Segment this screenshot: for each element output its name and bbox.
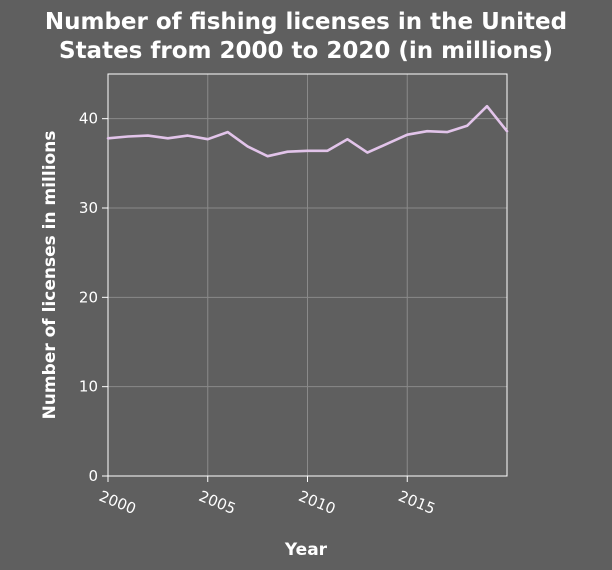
data-point bbox=[205, 136, 211, 142]
data-point bbox=[325, 148, 331, 154]
chart-title: Number of fishing licenses in the United… bbox=[45, 9, 567, 64]
data-point bbox=[344, 136, 350, 142]
data-point bbox=[464, 123, 470, 129]
data-point bbox=[384, 141, 390, 147]
data-point bbox=[245, 143, 251, 149]
y-tick-label: 40 bbox=[79, 110, 98, 128]
data-point bbox=[265, 153, 271, 159]
data-point bbox=[145, 133, 151, 139]
data-point bbox=[225, 129, 231, 135]
y-tick-label: 0 bbox=[88, 467, 98, 485]
series-line bbox=[106, 104, 509, 158]
data-point bbox=[105, 135, 111, 141]
data-point bbox=[484, 103, 490, 109]
data-point bbox=[364, 150, 370, 156]
x-axis-title: Year bbox=[284, 540, 328, 560]
data-point bbox=[165, 135, 171, 141]
x-tick-label: 2010 bbox=[296, 487, 338, 518]
y-tick-label: 10 bbox=[79, 378, 98, 396]
x-tick-label: 2015 bbox=[396, 487, 438, 518]
y-axis-title: Number of licenses in millions bbox=[40, 131, 60, 420]
data-point bbox=[285, 149, 291, 155]
chart-title-line-2: States from 2000 to 2020 (in millions) bbox=[59, 38, 553, 64]
y-tick-label: 20 bbox=[79, 288, 98, 306]
series-layer bbox=[105, 103, 510, 159]
data-point bbox=[305, 148, 311, 154]
data-point bbox=[444, 129, 450, 135]
data-point bbox=[504, 128, 510, 134]
y-tick-label: 30 bbox=[79, 199, 98, 217]
data-point bbox=[424, 128, 430, 134]
data-point bbox=[125, 134, 131, 140]
chart-title-line-1: Number of fishing licenses in the United bbox=[45, 9, 567, 35]
axes: 0 10 20 30 40 2000 2005 2010 2015 bbox=[79, 73, 508, 518]
x-tick-label: 2000 bbox=[97, 487, 139, 518]
plot-frame bbox=[107, 73, 508, 477]
x-tick-label: 2005 bbox=[196, 487, 238, 518]
data-point bbox=[404, 132, 410, 138]
data-point bbox=[185, 133, 191, 139]
